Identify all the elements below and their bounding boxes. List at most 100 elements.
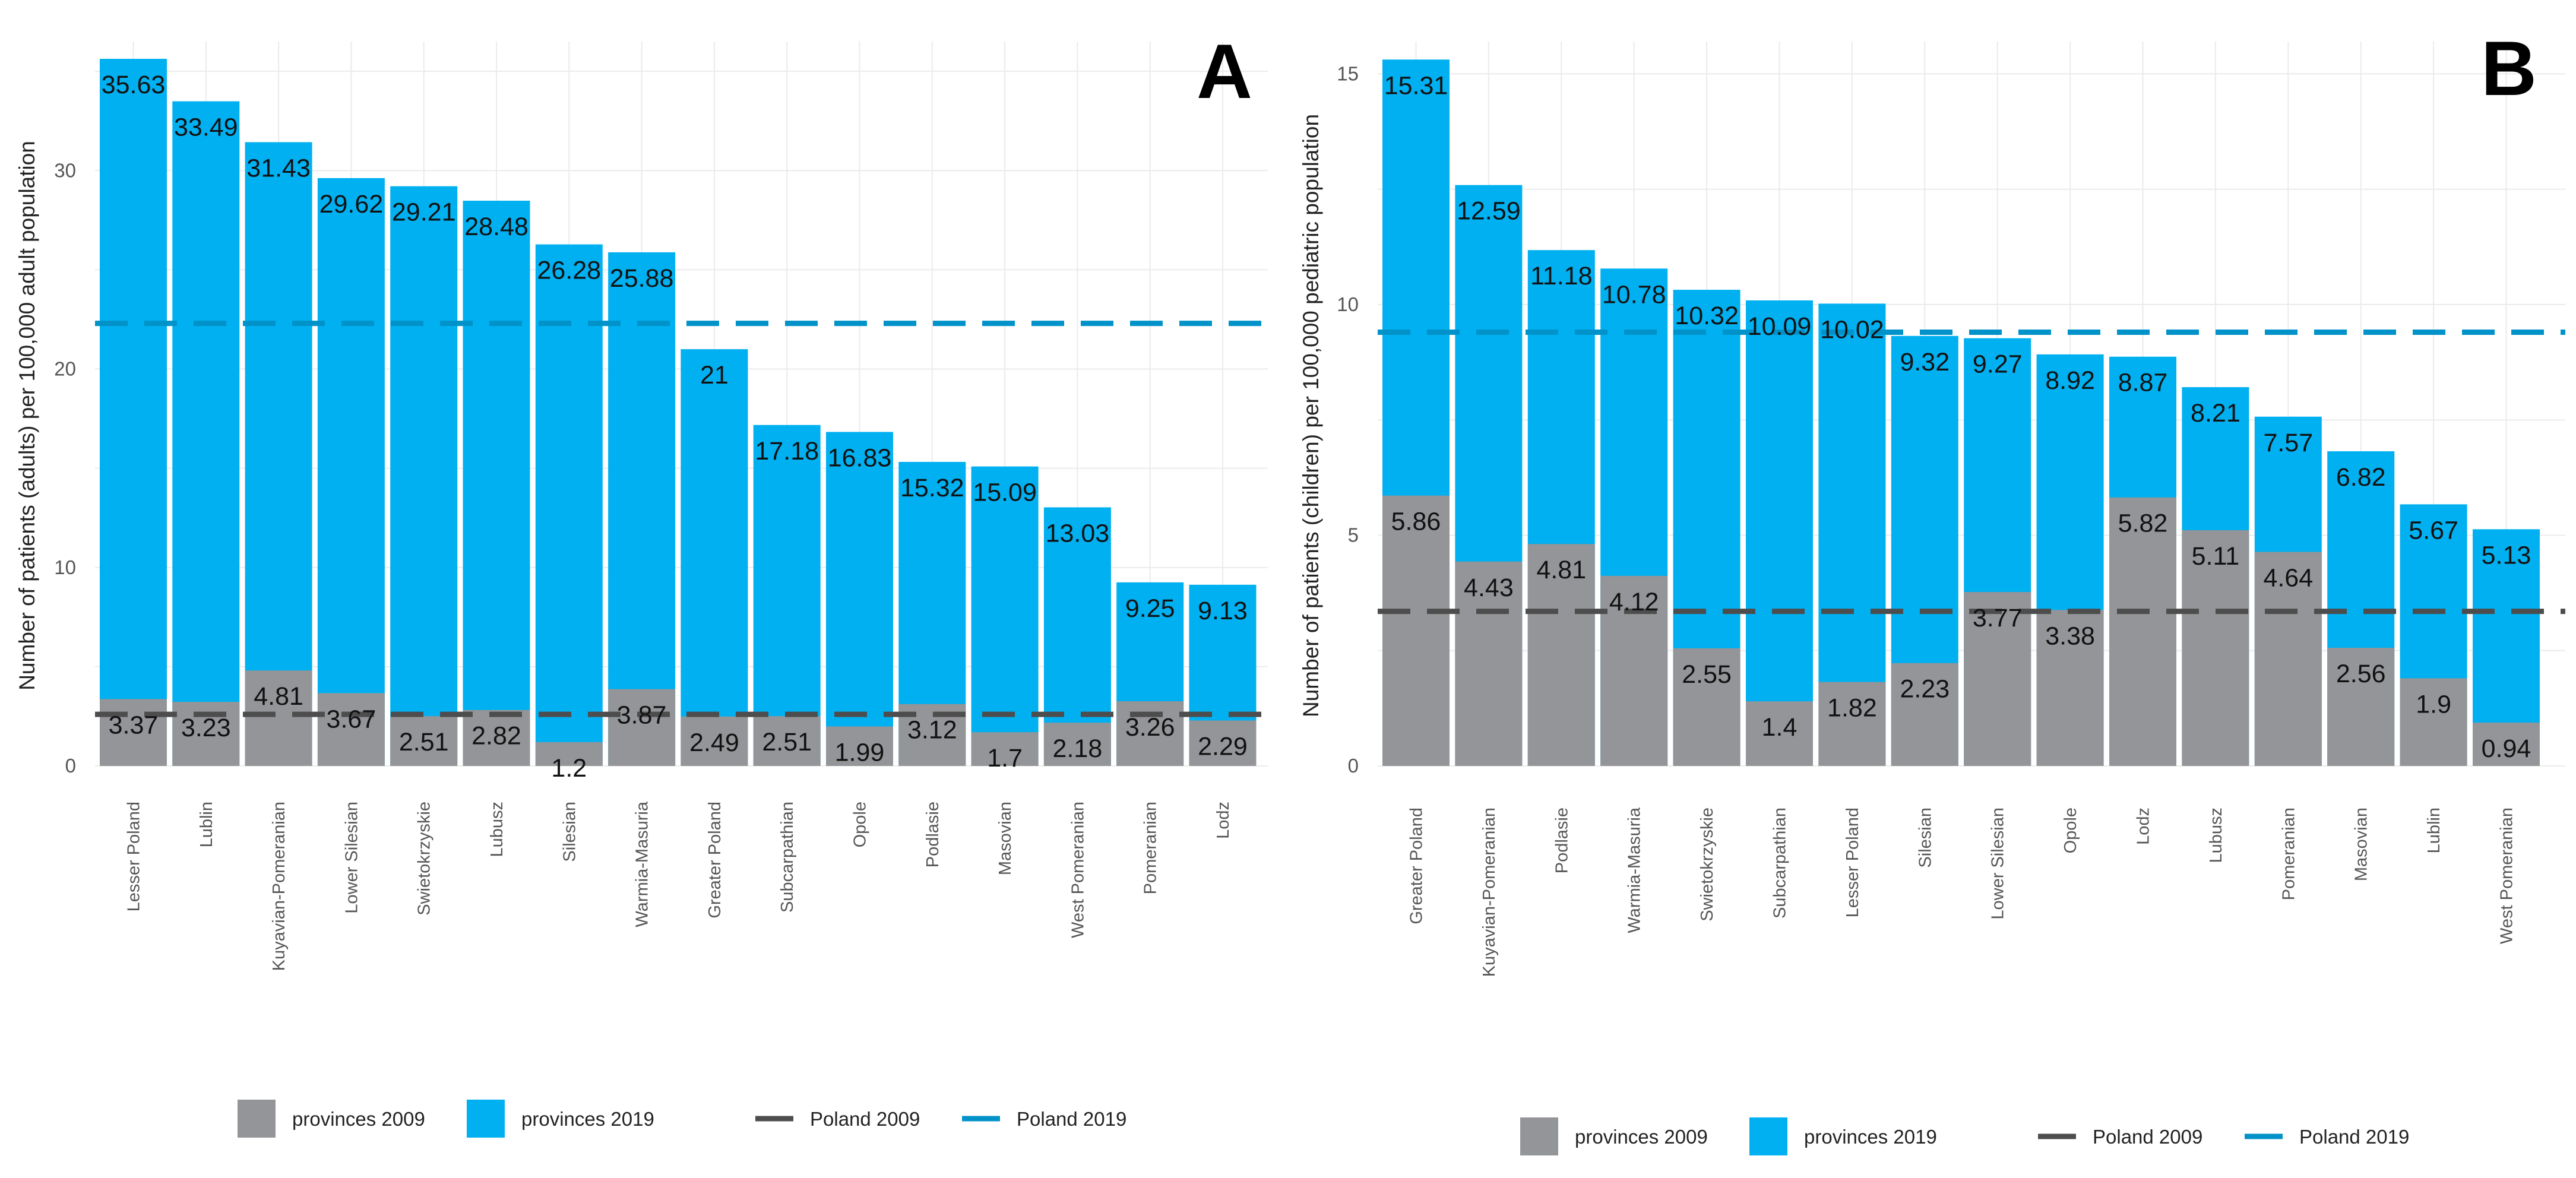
data-label-2019: 6.82 bbox=[2336, 463, 2386, 492]
legend: provinces 2009 provinces 2019 Poland 200… bbox=[238, 1100, 1126, 1138]
bar-2009-swietokrzyskie bbox=[390, 716, 458, 766]
chart-b-svg: Number of patients (children) per 100,00… bbox=[1299, 25, 2565, 1155]
data-label-2009: 1.4 bbox=[1762, 713, 1797, 742]
x-tick-label: Podlasie bbox=[1552, 808, 1571, 873]
legend-swatch-provinces-2019 bbox=[467, 1100, 505, 1138]
y-tick-label: 10 bbox=[1337, 293, 1359, 315]
data-label-2019: 9.27 bbox=[1973, 350, 2023, 379]
data-label-2019: 9.13 bbox=[1198, 597, 1248, 625]
data-label-2009: 3.38 bbox=[2045, 622, 2095, 650]
x-tick-label: Swietokrzyskie bbox=[1698, 808, 1717, 922]
y-tick-label: 20 bbox=[54, 358, 76, 380]
data-label-2009: 1.7 bbox=[987, 744, 1023, 772]
x-tick-label: Opole bbox=[851, 802, 870, 847]
bar-2009-warmia-masuria bbox=[1600, 575, 1668, 766]
bar-2019-swietokrzyskie bbox=[390, 186, 458, 766]
data-label-2019: 8.21 bbox=[2191, 399, 2240, 428]
bar-2009-lesser-poland bbox=[1818, 682, 1886, 766]
x-tick-label: West Pomeranian bbox=[2498, 808, 2517, 944]
bar-2009-greater-poland bbox=[1382, 495, 1450, 766]
x-tick-label: Pomeranian bbox=[2279, 808, 2298, 900]
legend-label-provinces-2019: provinces 2019 bbox=[521, 1108, 654, 1130]
bar-2009-masovian bbox=[2327, 648, 2395, 766]
bar-2009-lubusz bbox=[2182, 530, 2249, 766]
bar-2009-lubusz bbox=[463, 710, 530, 766]
x-tick-label: Lublin bbox=[2425, 808, 2444, 853]
y-tick-label: 30 bbox=[54, 159, 76, 181]
panel-letter: B bbox=[2481, 25, 2537, 112]
data-label-2009: 4.12 bbox=[1609, 588, 1659, 616]
data-label-2019: 9.25 bbox=[1125, 594, 1175, 623]
bar-2009-lesser-poland bbox=[100, 699, 167, 766]
data-label-2019: 29.62 bbox=[319, 190, 384, 218]
bar-2009-greater-poland bbox=[681, 716, 748, 766]
chart-panel-a: Number of patients (adults) per 100,000 … bbox=[0, 0, 1283, 1178]
bar-2009-silesian bbox=[535, 742, 603, 766]
data-label-2019: 33.49 bbox=[174, 113, 238, 142]
x-tick-label: West Pomeranian bbox=[1068, 802, 1087, 938]
y-axis-title: Number of patients (children) per 100,00… bbox=[1299, 114, 1323, 717]
data-label-2009: 4.43 bbox=[1464, 574, 1514, 602]
bar-2019-lesser-poland bbox=[100, 59, 167, 766]
data-label-2009: 1.9 bbox=[2416, 690, 2451, 718]
data-label-2019: 29.21 bbox=[392, 198, 456, 227]
data-label-2009: 3.77 bbox=[1973, 604, 2023, 632]
data-label-2009: 4.64 bbox=[2263, 563, 2313, 592]
x-tick-label: Kuyavian-Pomeranian bbox=[1480, 808, 1499, 977]
x-tick-label: Opole bbox=[2061, 808, 2080, 853]
data-label-2019: 21 bbox=[700, 361, 729, 390]
x-tick-label: Subcarpathian bbox=[778, 802, 797, 913]
bar-2019-masovian bbox=[971, 466, 1039, 766]
bar-2009-lower-silesian bbox=[1964, 592, 2031, 766]
bar-2009-west-pomeranian bbox=[1043, 723, 1111, 766]
bar-2009-kuyavian-pomeranian bbox=[245, 670, 312, 766]
data-label-2019: 5.67 bbox=[2409, 516, 2458, 544]
x-tick-label: Warmia-Masuria bbox=[1625, 807, 1644, 933]
data-label-2009: 2.18 bbox=[1053, 734, 1103, 763]
data-label-2019: 26.28 bbox=[537, 256, 601, 285]
bar-2019-silesian bbox=[535, 244, 603, 767]
data-label-2009: 0.94 bbox=[2482, 734, 2531, 763]
bar-2009-west-pomeranian bbox=[2473, 722, 2540, 766]
data-label-2019: 15.31 bbox=[1384, 71, 1448, 100]
x-tick-label: Lubusz bbox=[488, 802, 507, 857]
data-label-2009: 1.2 bbox=[551, 754, 587, 783]
legend-label-poland-2009: Poland 2009 bbox=[2093, 1126, 2202, 1148]
data-label-2019: 8.92 bbox=[2045, 366, 2095, 395]
data-label-2009: 3.67 bbox=[327, 705, 376, 733]
bar-2009-opole bbox=[826, 726, 893, 766]
x-tick-label: Lodz bbox=[1214, 802, 1233, 839]
legend-label-poland-2019: Poland 2019 bbox=[1017, 1108, 1126, 1130]
bar-2019-greater-poland bbox=[681, 349, 748, 766]
bar-2009-warmia-masuria bbox=[608, 689, 676, 766]
data-label-2009: 3.26 bbox=[1125, 713, 1175, 742]
data-label-2019: 15.09 bbox=[973, 479, 1037, 507]
x-tick-label: Pomeranian bbox=[1141, 802, 1160, 894]
x-tick-label: Kuyavian-Pomeranian bbox=[270, 802, 289, 971]
y-tick-label: 10 bbox=[54, 556, 76, 578]
y-axis-title: Number of patients (adults) per 100,000 … bbox=[15, 141, 39, 691]
x-tick-label: Podlasie bbox=[923, 802, 942, 867]
data-label-2009: 3.37 bbox=[109, 711, 159, 739]
data-label-2019: 28.48 bbox=[464, 213, 529, 241]
data-label-2009: 2.56 bbox=[2336, 660, 2386, 688]
chart-a-svg: Number of patients (adults) per 100,000 … bbox=[15, 28, 1268, 1138]
legend-swatch-provinces-2009 bbox=[238, 1100, 276, 1138]
data-label-2009: 1.82 bbox=[1827, 694, 1877, 723]
x-tick-label: Lodz bbox=[2134, 808, 2153, 845]
legend-label-provinces-2009: provinces 2009 bbox=[292, 1108, 425, 1130]
panel-letter: A bbox=[1197, 28, 1252, 115]
bar-2019-warmia-masuria bbox=[608, 252, 676, 766]
data-label-2019: 13.03 bbox=[1046, 519, 1110, 547]
x-tick-label: Lower Silesian bbox=[342, 802, 361, 914]
x-tick-label: Silesian bbox=[560, 802, 579, 862]
x-tick-label: Warmia-Masuria bbox=[633, 801, 652, 927]
x-tick-label: Greater Poland bbox=[1407, 808, 1426, 924]
data-label-2019: 11.18 bbox=[1530, 262, 1592, 290]
data-label-2019: 10.09 bbox=[1748, 312, 1812, 341]
data-label-2009: 5.82 bbox=[2118, 509, 2168, 538]
data-label-2019: 35.63 bbox=[102, 71, 166, 99]
data-label-2009: 2.29 bbox=[1198, 732, 1248, 761]
bar-2009-pomeranian bbox=[2254, 552, 2322, 766]
bar-2019-opole bbox=[826, 432, 893, 766]
